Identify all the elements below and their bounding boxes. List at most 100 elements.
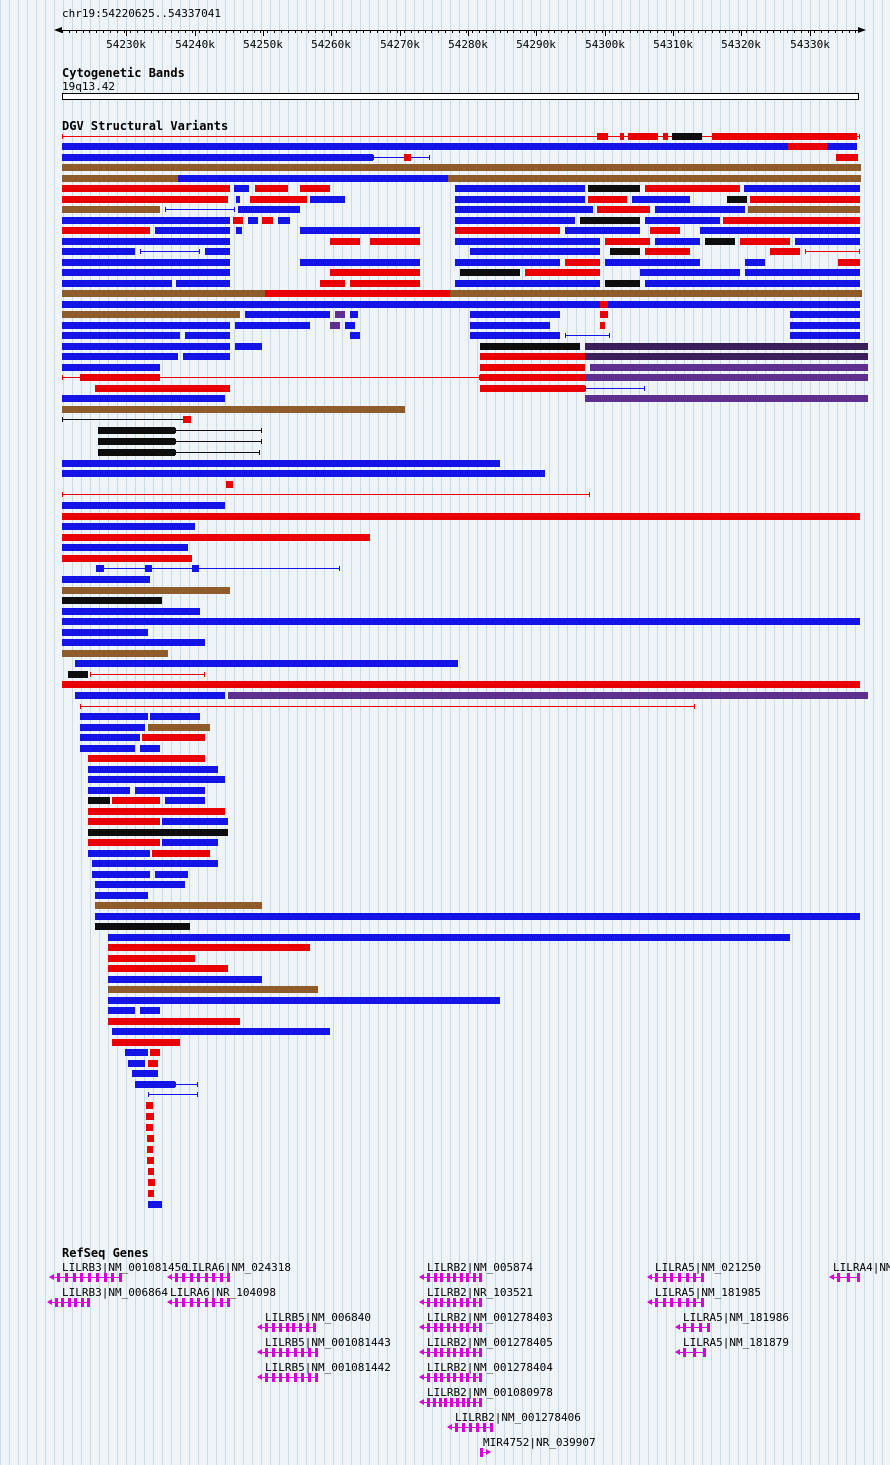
dgv-variant-bar[interactable] [300, 185, 330, 192]
dgv-variant-bar[interactable] [600, 301, 608, 308]
dgv-variant-bar[interactable] [62, 164, 861, 171]
gene-glyph[interactable] [419, 1398, 482, 1407]
dgv-variant-bar[interactable] [62, 587, 230, 594]
dgv-variant-bar[interactable] [525, 269, 600, 276]
dgv-variant-bar[interactable] [75, 692, 225, 699]
dgv-variant-bar[interactable] [162, 839, 218, 846]
gene-label[interactable]: LILRA5|NM_021250 [655, 1261, 761, 1274]
dgv-variant-bar[interactable] [470, 248, 600, 255]
dgv-variant-bar[interactable] [62, 196, 228, 203]
dgv-variant-bar[interactable] [350, 280, 420, 287]
dgv-variant-bar[interactable] [135, 1081, 175, 1088]
dgv-variant-bar[interactable] [480, 343, 580, 350]
dgv-variant-bar[interactable] [92, 871, 150, 878]
dgv-variant-bar[interactable] [62, 248, 135, 255]
gene-glyph[interactable] [675, 1348, 706, 1357]
dgv-variant-bar[interactable] [610, 248, 640, 255]
dgv-variant-bar[interactable] [245, 311, 330, 318]
dgv-variant-bar[interactable] [148, 1201, 162, 1208]
dgv-variant-bar[interactable] [470, 311, 560, 318]
dgv-variant-bar[interactable] [335, 311, 345, 318]
dgv-variant-bar[interactable] [705, 238, 735, 245]
dgv-variant-bar[interactable] [455, 217, 575, 224]
dgv-variant-bar[interactable] [404, 154, 411, 161]
gene-glyph[interactable] [480, 1448, 491, 1457]
gene-glyph[interactable] [829, 1273, 860, 1282]
dgv-variant-bar[interactable] [95, 881, 185, 888]
dgv-variant-interval[interactable] [90, 672, 205, 677]
dgv-variant-bar[interactable] [150, 713, 200, 720]
dgv-variant-bar[interactable] [235, 343, 262, 350]
dgv-variant-bar[interactable] [147, 1135, 154, 1142]
dgv-variant-bar[interactable] [62, 290, 862, 297]
dgv-variant-bar[interactable] [88, 808, 225, 815]
gene-label[interactable]: LILRB3|NM_001081450 [62, 1261, 188, 1274]
dgv-variant-bar[interactable] [645, 248, 690, 255]
dgv-variant-bar[interactable] [580, 217, 640, 224]
dgv-variant-bar[interactable] [236, 227, 242, 234]
dgv-variant-interval[interactable] [140, 249, 200, 254]
dgv-variant-bar[interactable] [370, 238, 420, 245]
dgv-variant-bar[interactable] [95, 923, 190, 930]
dgv-variant-bar[interactable] [92, 860, 218, 867]
dgv-variant-bar[interactable] [62, 597, 162, 604]
dgv-variant-bar[interactable] [605, 238, 650, 245]
gene-label[interactable]: LILRB2|NM_005874 [427, 1261, 533, 1274]
dgv-variant-bar[interactable] [745, 259, 765, 266]
dgv-variant-bar[interactable] [600, 311, 608, 318]
dgv-variant-bar[interactable] [585, 374, 868, 381]
dgv-variant-bar[interactable] [455, 280, 600, 287]
dgv-variant-bar[interactable] [588, 185, 640, 192]
gene-glyph[interactable] [257, 1323, 316, 1332]
dgv-variant-bar[interactable] [655, 206, 745, 213]
dgv-variant-bar[interactable] [108, 1018, 240, 1025]
gene-label[interactable]: LILRB5|NM_001081443 [265, 1336, 391, 1349]
dgv-variant-bar[interactable] [600, 322, 605, 329]
dgv-variant-bar[interactable] [98, 438, 175, 445]
gene-label[interactable]: LILRA6|NM_024318 [185, 1261, 291, 1274]
dgv-variant-bar[interactable] [62, 681, 860, 688]
dgv-variant-bar[interactable] [700, 227, 860, 234]
dgv-variant-bar[interactable] [480, 385, 585, 392]
dgv-variant-bar[interactable] [330, 238, 360, 245]
gene-label[interactable]: LILRB5|NM_001081442 [265, 1361, 391, 1374]
dgv-variant-bar[interactable] [125, 1049, 148, 1056]
dgv-variant-bar[interactable] [148, 724, 210, 731]
dgv-variant-bar[interactable] [62, 227, 150, 234]
gene-glyph[interactable] [675, 1323, 710, 1332]
dgv-variant-interval[interactable] [373, 155, 430, 160]
dgv-variant-bar[interactable] [350, 311, 358, 318]
dgv-variant-bar[interactable] [628, 133, 658, 140]
gene-glyph[interactable] [257, 1348, 318, 1357]
dgv-variant-bar[interactable] [62, 639, 205, 646]
dgv-variant-bar[interactable] [770, 248, 800, 255]
dgv-variant-bar[interactable] [80, 724, 145, 731]
dgv-variant-bar[interactable] [62, 259, 230, 266]
dgv-variant-bar[interactable] [330, 269, 420, 276]
dgv-variant-bar[interactable] [248, 217, 258, 224]
dgv-variant-bar[interactable] [140, 1007, 160, 1014]
dgv-variant-bar[interactable] [88, 766, 218, 773]
dgv-variant-bar[interactable] [88, 829, 228, 836]
dgv-variant-bar[interactable] [62, 406, 405, 413]
dgv-variant-bar[interactable] [147, 1157, 154, 1164]
dgv-variant-interval[interactable] [175, 1082, 198, 1087]
dgv-variant-bar[interactable] [95, 892, 148, 899]
dgv-variant-bar[interactable] [62, 206, 160, 213]
dgv-variant-bar[interactable] [565, 227, 640, 234]
dgv-variant-bar[interactable] [88, 839, 160, 846]
dgv-variant-bar[interactable] [62, 175, 861, 182]
gene-label[interactable]: LILRB5|NM_006840 [265, 1311, 371, 1324]
dgv-variant-bar[interactable] [748, 206, 860, 213]
dgv-variant-bar[interactable] [62, 269, 230, 276]
dgv-variant-interval[interactable] [175, 428, 262, 433]
dgv-variant-bar[interactable] [655, 238, 700, 245]
dgv-variant-bar[interactable] [183, 353, 230, 360]
dgv-variant-bar[interactable] [455, 185, 585, 192]
dgv-variant-bar[interactable] [128, 1060, 145, 1067]
dgv-variant-interval[interactable] [165, 207, 235, 212]
dgv-variant-bar[interactable] [62, 534, 370, 541]
dgv-variant-bar[interactable] [750, 196, 860, 203]
dgv-variant-bar[interactable] [108, 934, 790, 941]
gene-glyph[interactable] [419, 1323, 482, 1332]
